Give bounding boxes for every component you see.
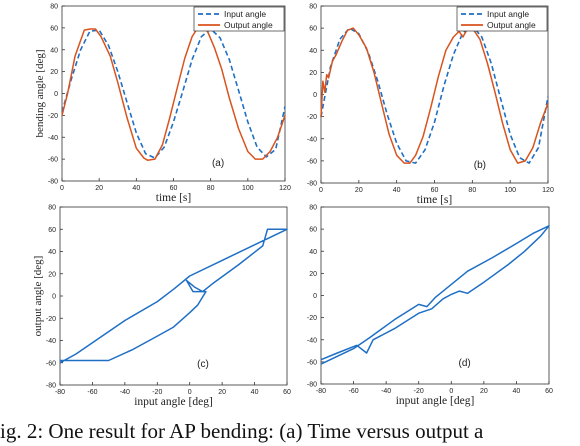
y-tick-label: -40 — [307, 337, 317, 344]
legend-entry: Output angle — [224, 20, 273, 30]
y-tick-label: 60 — [50, 25, 58, 32]
x-tick-label: 80 — [468, 187, 476, 194]
legend-entry: Input angle — [487, 9, 529, 19]
x-tick-label: 20 — [218, 389, 226, 396]
x-tick-label: 120 — [279, 185, 291, 192]
y-tick-label: 20 — [50, 69, 58, 76]
panel-label: (d) — [459, 358, 471, 369]
x-tick-label: 100 — [504, 187, 516, 194]
legend-box — [456, 6, 548, 32]
panel-label: (b) — [474, 160, 486, 171]
legend-entry: Input angle — [224, 9, 266, 19]
y-tick-label: 0 — [52, 294, 56, 301]
x-tick-label: 0 — [449, 388, 453, 395]
x-tick-label: 120 — [542, 187, 554, 194]
y-tick-label: 40 — [309, 48, 317, 55]
x-tick-label: -40 — [120, 389, 130, 396]
panel-label: (c) — [197, 359, 209, 370]
x-tick-label: 80 — [207, 185, 215, 192]
x-tick-label: 60 — [283, 389, 291, 396]
x-axis-label: input angle [deg] — [134, 396, 213, 408]
x-tick-label: 20 — [355, 187, 363, 194]
x-tick-label: -20 — [152, 389, 162, 396]
y-tick-label: 40 — [50, 47, 58, 54]
x-tick-label: 40 — [393, 187, 401, 194]
chart-panel-b: 0 20 40 60 80 100 120 -80 -60 -40 -20 0 20 40 60 80 time… — [307, 4, 554, 207]
y-tick-label: -60 — [307, 158, 317, 165]
x-axis-label: time [s] — [417, 194, 452, 206]
y-tick-label: 60 — [48, 227, 56, 234]
y-tick-label: 20 — [309, 271, 317, 278]
y-tick-label: 80 — [48, 205, 56, 212]
x-tick-label: 0 — [60, 185, 64, 192]
x-tick-label: 60 — [170, 185, 178, 192]
y-tick-label: -80 — [48, 179, 58, 186]
series-line-trace-1 — [320, 225, 550, 365]
y-tick-label: 80 — [309, 4, 317, 11]
x-tick-label: 40 — [132, 185, 140, 192]
x-tick-label: -80 — [55, 389, 65, 396]
x-tick-label: 40 — [513, 388, 521, 395]
y-tick-label: 20 — [48, 271, 56, 278]
x-tick-label: 20 — [480, 388, 488, 395]
legend-entry: Output angle — [487, 20, 536, 30]
series-line-trace-1 — [59, 228, 288, 364]
series-line-output-angle — [61, 27, 286, 161]
y-tick-label: -60 — [48, 157, 58, 164]
y-tick-label: 0 — [54, 91, 58, 98]
y-tick-label: -40 — [48, 135, 58, 142]
y-tick-label: 20 — [309, 70, 317, 77]
x-tick-label: -80 — [316, 388, 326, 395]
chart-panel-a: 0 20 40 60 80 100 120 -80 -60 -40 -20 0 20 40 60 80 time… — [34, 4, 291, 205]
y-tick-label: -20 — [46, 316, 56, 323]
panel-label: (a) — [212, 158, 224, 169]
y-tick-label: 40 — [309, 249, 317, 256]
x-tick-label: -60 — [87, 389, 97, 396]
x-tick-label: 0 — [188, 389, 192, 396]
y-tick-label: 40 — [48, 249, 56, 256]
x-tick-label: 100 — [242, 185, 254, 192]
y-tick-label: -80 — [307, 181, 317, 188]
y-tick-label: -80 — [46, 383, 56, 390]
figure-caption: ig. 2: One result for AP bending: (a) Ti… — [0, 419, 484, 443]
y-tick-label: 60 — [309, 26, 317, 33]
y-tick-label: -60 — [46, 360, 56, 367]
y-tick-label: -40 — [307, 136, 317, 143]
y-tick-label: 0 — [313, 92, 317, 99]
series-line-output-angle — [320, 27, 549, 164]
x-tick-label: 20 — [95, 185, 103, 192]
y-tick-label: -40 — [46, 338, 56, 345]
y-tick-label: -20 — [307, 315, 317, 322]
x-axis-label: time [s] — [156, 192, 191, 204]
y-tick-label: 60 — [309, 227, 317, 234]
plot-area — [59, 206, 288, 386]
chart-panel-d: -80 -60 -40 -20 0 20 40 60 -80 -60 -40 -20 0 20 40 60 80… — [307, 205, 553, 408]
legend-box — [193, 6, 285, 32]
y-tick-label: 80 — [50, 4, 58, 11]
y-tick-label: -20 — [48, 113, 58, 120]
y-axis-label: output angle [deg] — [32, 256, 44, 337]
y-tick-label: -60 — [307, 359, 317, 366]
x-axis-label: input angle [deg] — [396, 395, 475, 407]
x-tick-label: -20 — [414, 388, 424, 395]
y-tick-label: 0 — [313, 293, 317, 300]
plot-area — [320, 206, 550, 385]
x-tick-label: 0 — [319, 187, 323, 194]
y-tick-label: 80 — [309, 205, 317, 212]
x-tick-label: 60 — [545, 388, 553, 395]
chart-panel-c: -80 -60 -40 -20 0 20 40 60 -80 -60 -40 -20 0 20 40 60 80… — [32, 205, 291, 409]
x-tick-label: -60 — [349, 388, 359, 395]
series-line-input-angle — [61, 28, 286, 159]
y-tick-label: -80 — [307, 382, 317, 389]
x-tick-label: 60 — [431, 187, 439, 194]
x-tick-label: 40 — [251, 389, 259, 396]
x-tick-label: -40 — [381, 388, 391, 395]
y-axis-label: bending angle [deg] — [34, 50, 46, 138]
y-tick-label: -20 — [307, 114, 317, 121]
